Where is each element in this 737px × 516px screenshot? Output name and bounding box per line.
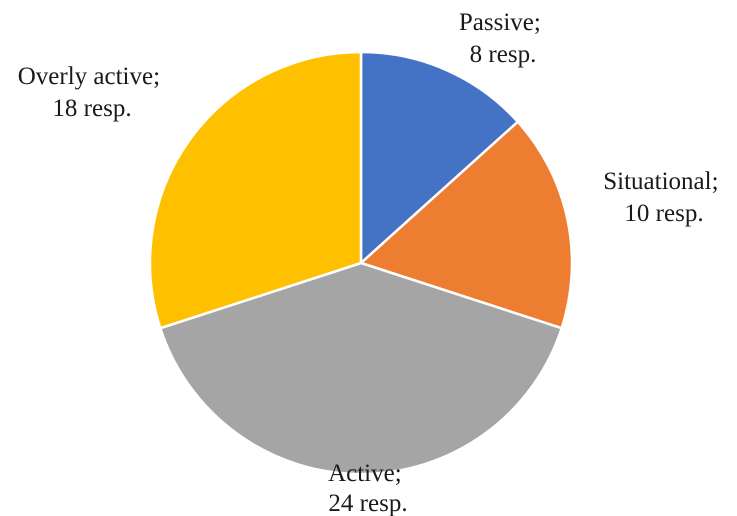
label-passive: Passive; 8 resp. <box>459 9 547 68</box>
pie-labels: Passive; 8 resp. Situational; 10 resp. A… <box>18 9 725 516</box>
label-situational: Situational; 10 resp. <box>603 168 725 227</box>
pie-slices <box>148 50 574 476</box>
slice-active <box>158 261 564 476</box>
slice-overly-active <box>148 50 363 330</box>
label-overly-active: Overly active; 18 resp. <box>18 63 167 122</box>
label-active: Active; 24 resp. <box>328 460 408 516</box>
slice-situational <box>358 120 574 330</box>
slice-passive <box>359 50 520 266</box>
